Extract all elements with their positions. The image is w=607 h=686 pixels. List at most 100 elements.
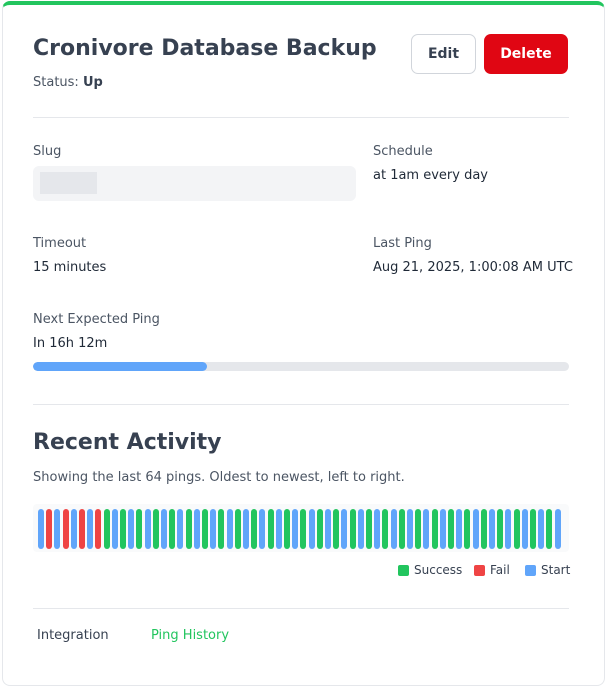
ping-start[interactable] (456, 509, 463, 549)
ping-start[interactable] (70, 509, 77, 549)
ping-success[interactable] (152, 509, 159, 549)
ping-success[interactable] (448, 509, 454, 549)
ping-start[interactable] (292, 509, 299, 549)
legend-success-label: Success (414, 563, 463, 577)
ping-start[interactable] (489, 509, 495, 549)
next-ping-progress-bar (33, 362, 569, 371)
ping-success[interactable] (546, 509, 553, 549)
ping-success[interactable] (366, 509, 372, 549)
next-ping-label: Next Expected Ping (33, 312, 160, 327)
schedule-label: Schedule (373, 144, 433, 159)
ping-success[interactable] (513, 509, 520, 549)
status-value: Up (82, 75, 103, 90)
ping-start[interactable] (423, 509, 430, 549)
ping-start[interactable] (144, 509, 151, 549)
ping-start[interactable] (374, 509, 381, 549)
ping-start[interactable] (275, 509, 282, 549)
next-ping-value: In 16h 12m (33, 336, 108, 351)
schedule-value: at 1am every day (373, 168, 489, 183)
delete-button[interactable]: Delete (484, 34, 568, 74)
divider (33, 608, 569, 609)
ping-success[interactable] (103, 509, 110, 549)
ping-success[interactable] (234, 509, 241, 549)
ping-start[interactable] (505, 509, 512, 549)
last-ping-label: Last Ping (373, 236, 432, 251)
ping-success[interactable] (185, 509, 192, 549)
start-swatch (525, 564, 536, 576)
ping-fail[interactable] (46, 509, 53, 549)
ping-success[interactable] (530, 509, 536, 549)
ping-start[interactable] (161, 509, 167, 549)
ping-start[interactable] (538, 509, 545, 549)
ping-start[interactable] (521, 509, 528, 549)
ping-start[interactable] (54, 509, 61, 549)
legend-fail-label: Fail (490, 563, 510, 577)
ping-start[interactable] (554, 509, 561, 549)
ping-start[interactable] (472, 509, 479, 549)
legend-start: Start (525, 563, 570, 577)
ping-success[interactable] (136, 509, 143, 549)
ping-start[interactable] (439, 509, 446, 549)
ping-success[interactable] (267, 509, 274, 549)
ping-success[interactable] (398, 509, 405, 549)
ping-history-strip (33, 504, 569, 552)
last-ping-value: Aug 21, 2025, 1:00:08 AM UTC (373, 260, 573, 275)
ping-fail[interactable] (62, 509, 69, 549)
slug-field[interactable] (33, 166, 356, 201)
slug-label: Slug (33, 144, 62, 159)
success-swatch (398, 564, 409, 576)
ping-start[interactable] (390, 509, 397, 549)
legend-start-label: Start (541, 563, 571, 577)
ping-success[interactable] (382, 509, 389, 549)
ping-start[interactable] (341, 509, 348, 549)
ping-start[interactable] (210, 509, 217, 549)
ping-success[interactable] (300, 509, 307, 549)
divider (33, 404, 569, 405)
ping-success[interactable] (202, 509, 208, 549)
next-ping-progress-fill (33, 362, 208, 371)
ping-success[interactable] (251, 509, 258, 549)
ping-success[interactable] (316, 509, 323, 549)
divider (33, 117, 569, 118)
ping-start[interactable] (38, 509, 44, 549)
status-line: Status: Up (33, 75, 103, 90)
ping-start[interactable] (128, 509, 135, 549)
tab-integration[interactable]: Integration (37, 628, 109, 643)
legend-fail: Fail (474, 563, 510, 577)
ping-success[interactable] (169, 509, 176, 549)
ping-success[interactable] (480, 509, 487, 549)
ping-start[interactable] (308, 509, 315, 549)
ping-fail[interactable] (79, 509, 85, 549)
ping-start[interactable] (111, 509, 118, 549)
ping-start[interactable] (177, 509, 184, 549)
ping-start[interactable] (357, 509, 364, 549)
ping-fail[interactable] (95, 509, 102, 549)
status-label: Status: (33, 75, 79, 90)
ping-success[interactable] (497, 509, 504, 549)
tab-ping-history[interactable]: Ping History (151, 628, 230, 643)
ping-success[interactable] (333, 509, 340, 549)
ping-success[interactable] (349, 509, 356, 549)
ping-start[interactable] (87, 509, 94, 549)
page-title: Cronivore Database Backup (33, 36, 377, 61)
recent-activity-heading: Recent Activity (33, 430, 222, 455)
ping-success[interactable] (120, 509, 126, 549)
timeout-label: Timeout (33, 236, 87, 251)
edit-button[interactable]: Edit (411, 34, 476, 74)
ping-start[interactable] (325, 509, 331, 549)
ping-success[interactable] (415, 509, 422, 549)
ping-start[interactable] (193, 509, 200, 549)
ping-start[interactable] (243, 509, 249, 549)
ping-success[interactable] (431, 509, 438, 549)
ping-success[interactable] (284, 509, 290, 549)
slug-value-redacted (40, 172, 97, 194)
ping-start[interactable] (259, 509, 266, 549)
ping-success[interactable] (218, 509, 225, 549)
fail-swatch (474, 564, 485, 576)
ping-success[interactable] (464, 509, 471, 549)
ping-start[interactable] (407, 509, 413, 549)
timeout-value: 15 minutes (33, 260, 107, 275)
recent-activity-description: Showing the last 64 pings. Oldest to new… (33, 470, 405, 485)
ping-start[interactable] (226, 509, 233, 549)
